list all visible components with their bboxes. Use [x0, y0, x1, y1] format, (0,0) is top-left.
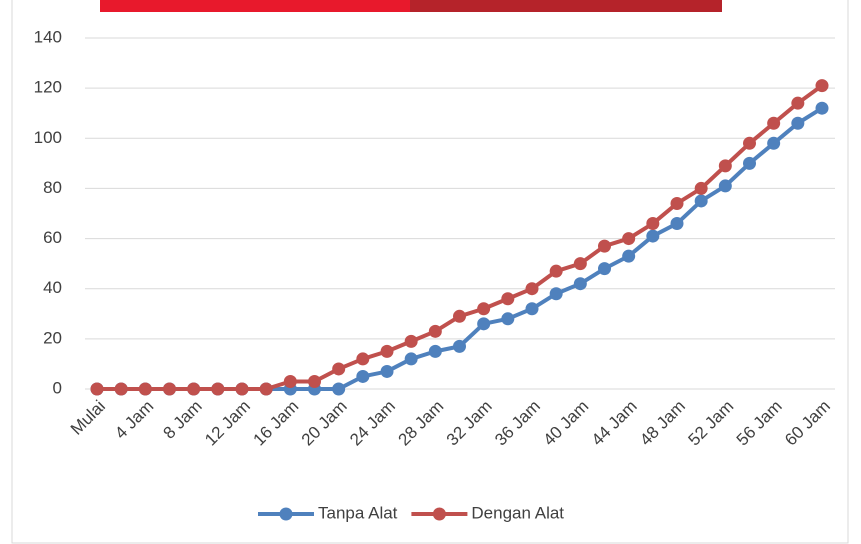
- point-marker: [767, 116, 781, 130]
- point-marker: [283, 374, 297, 388]
- point-marker: [670, 217, 684, 231]
- point-marker: [477, 317, 491, 331]
- point-marker: [138, 382, 152, 396]
- point-marker: [114, 382, 128, 396]
- point-marker: [187, 382, 201, 396]
- point-marker: [453, 309, 466, 323]
- point-marker: [356, 369, 370, 383]
- header-band: [410, 0, 722, 12]
- point-marker: [404, 352, 418, 366]
- point-marker: [380, 344, 394, 358]
- point-marker: [646, 217, 660, 231]
- point-marker: [670, 196, 684, 210]
- y-tick-label: 80: [43, 178, 62, 197]
- y-tick-label: 60: [43, 228, 62, 247]
- point-marker: [211, 382, 225, 396]
- y-tick-label: 40: [43, 278, 62, 297]
- point-marker: [235, 382, 249, 396]
- point-marker: [815, 101, 829, 115]
- point-marker: [380, 364, 394, 378]
- chart-frame: [11, 0, 849, 544]
- y-tick-label: 120: [34, 78, 62, 97]
- point-marker: [428, 324, 442, 338]
- point-marker: [549, 264, 563, 278]
- point-marker: [501, 292, 515, 306]
- point-marker: [332, 382, 346, 396]
- point-marker: [453, 339, 466, 353]
- point-marker: [404, 334, 418, 348]
- point-marker: [332, 362, 346, 376]
- point-marker: [694, 194, 708, 208]
- y-tick-label: 20: [43, 328, 62, 347]
- y-tick-label: 100: [34, 128, 62, 147]
- legend-label: Tanpa Alat: [318, 503, 398, 522]
- point-marker: [694, 181, 708, 195]
- point-marker: [743, 156, 756, 170]
- point-marker: [573, 257, 587, 271]
- point-marker: [743, 136, 756, 150]
- legend-marker: [279, 507, 293, 521]
- point-marker: [90, 382, 104, 396]
- point-marker: [308, 374, 321, 388]
- point-marker: [622, 249, 636, 263]
- point-marker: [622, 232, 636, 246]
- legend-marker: [432, 507, 446, 521]
- point-marker: [356, 352, 370, 366]
- point-marker: [815, 79, 829, 93]
- point-marker: [525, 302, 539, 316]
- point-marker: [791, 116, 805, 130]
- point-marker: [718, 159, 732, 173]
- point-marker: [598, 239, 611, 253]
- point-marker: [501, 312, 515, 326]
- point-marker: [428, 344, 442, 358]
- point-marker: [525, 282, 539, 296]
- point-marker: [646, 229, 660, 243]
- legend-label: Dengan Alat: [471, 503, 564, 522]
- point-marker: [259, 382, 273, 396]
- point-marker: [598, 262, 611, 276]
- point-marker: [163, 382, 176, 396]
- header-band: [100, 0, 410, 12]
- y-tick-label: 140: [34, 27, 62, 46]
- point-marker: [718, 179, 732, 193]
- point-marker: [549, 287, 563, 301]
- point-marker: [573, 277, 587, 291]
- point-marker: [767, 136, 781, 150]
- point-marker: [477, 302, 491, 316]
- point-marker: [791, 96, 805, 110]
- y-tick-label: 0: [53, 378, 62, 397]
